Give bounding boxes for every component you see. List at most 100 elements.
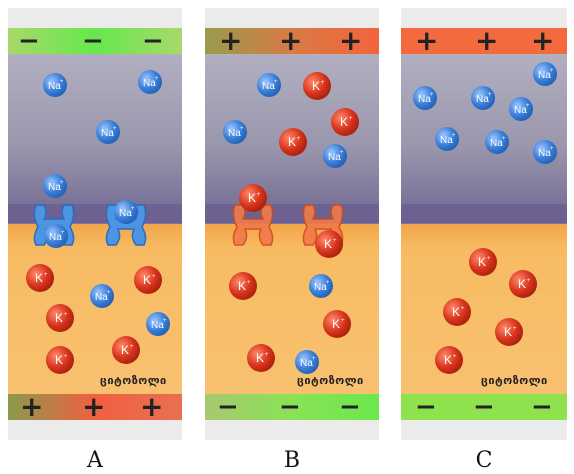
- ion-charge-mark: +: [247, 280, 251, 286]
- sodium-ion-sphere: [114, 200, 138, 224]
- sodium-ion: Na +: [257, 73, 281, 97]
- sodium-ion-sphere: [413, 86, 437, 110]
- sodium-ion-sphere: [309, 274, 333, 298]
- sodium-ion-sphere: [96, 120, 120, 144]
- extracellular-space: [401, 28, 567, 223]
- plus-sign: +: [531, 24, 555, 57]
- minus-sign: −: [531, 392, 553, 422]
- potassium-ion-sphere: [443, 298, 471, 326]
- potassium-ion-sphere: [46, 346, 74, 374]
- ion-charge-mark: +: [550, 146, 554, 152]
- potassium-ion: K +: [247, 344, 275, 372]
- panel-b-caption: B: [283, 448, 301, 473]
- potassium-ion-label: K: [478, 255, 486, 269]
- sodium-ion-label: Na: [328, 152, 341, 163]
- ion-charge-mark: +: [130, 344, 134, 350]
- extracellular-space: [8, 28, 182, 223]
- potassium-ion: K +: [331, 108, 359, 136]
- sodium-ion: Na +: [309, 274, 333, 298]
- potassium-ion: K +: [112, 336, 140, 364]
- potassium-ion-label: K: [340, 115, 348, 129]
- potassium-ion-label: K: [248, 191, 256, 205]
- plus-sign: +: [339, 24, 363, 57]
- ion-charge-mark: +: [274, 79, 278, 85]
- ion-charge-mark: +: [312, 356, 316, 362]
- ion-charge-mark: +: [430, 92, 434, 98]
- top-charge-strip: [8, 28, 182, 54]
- ion-charge-mark: +: [297, 136, 301, 142]
- panel-c-graphic: Na +Na + Na +Na +Na +Na +Na +K +K +K +K +K +: [401, 8, 567, 440]
- ion-charge-mark: +: [265, 352, 269, 358]
- sodium-ion-label: Na: [48, 182, 61, 193]
- ion-charge-mark: +: [155, 76, 159, 82]
- potassium-ion-sphere: [134, 266, 162, 294]
- panel-c-caption: C: [475, 448, 493, 473]
- potassium-ion-label: K: [444, 353, 452, 367]
- sodium-ion-sphere: [533, 62, 557, 86]
- sodium-ion: Na +: [43, 174, 67, 198]
- ion-charge-mark: +: [257, 192, 261, 198]
- ion-charge-mark: +: [527, 278, 531, 284]
- sodium-ion: Na +: [223, 120, 247, 144]
- ion-charge-mark: +: [113, 126, 117, 132]
- sodium-ion-sphere: [223, 120, 247, 144]
- sodium-ion: Na +: [90, 284, 114, 308]
- minus-sign: −: [339, 392, 361, 422]
- potassium-ion-sphere: [323, 310, 351, 338]
- sodium-ion-label: Na: [228, 128, 241, 139]
- minus-sign: −: [18, 26, 40, 56]
- sodium-ion-label: Na: [440, 135, 453, 146]
- ion-charge-mark: +: [152, 274, 156, 280]
- sodium-ion-label: Na: [514, 105, 527, 116]
- sodium-ion: Na +: [146, 312, 170, 336]
- sodium-ion-sphere: [257, 73, 281, 97]
- potassium-ion-sphere: [46, 304, 74, 332]
- ion-charge-mark: +: [349, 116, 353, 122]
- cytosol-label: ციტოზოლი: [297, 374, 364, 387]
- sodium-ion-sphere: [295, 350, 319, 374]
- potassium-ion-label: K: [312, 79, 320, 93]
- cytosol: [8, 224, 182, 396]
- potassium-ion: K +: [46, 346, 74, 374]
- top-charge-strip: [401, 28, 567, 54]
- sodium-ion-label: Na: [538, 148, 551, 159]
- minus-sign: −: [82, 26, 104, 56]
- minus-sign: −: [217, 392, 239, 422]
- sodium-ion: Na +: [96, 120, 120, 144]
- potassium-ion-sphere: [435, 346, 463, 374]
- sodium-ion-label: Na: [300, 358, 313, 369]
- cytosol-label: ციტოზოლი: [100, 374, 167, 387]
- sodium-ion-label: Na: [538, 70, 551, 81]
- plus-sign: +: [20, 390, 44, 423]
- potassium-ion-sphere: [112, 336, 140, 364]
- potassium-ion: K +: [279, 128, 307, 156]
- sodium-ion-label: Na: [101, 128, 114, 139]
- bottom-charge-strip: [401, 394, 567, 420]
- sodium-ion-sphere: [146, 312, 170, 336]
- sodium-ion-sphere: [509, 97, 533, 121]
- ion-charge-mark: +: [526, 103, 530, 109]
- panel-c: Na + Na + Na + Na + Na + Na + Na + K + K + K + K + K + ციტოზოლი…: [401, 8, 567, 440]
- sodium-ion-sphere: [43, 73, 67, 97]
- plus-sign: +: [475, 24, 499, 57]
- potassium-ion-label: K: [238, 279, 246, 293]
- sodium-ion-label: Na: [119, 208, 132, 219]
- plus-sign: +: [279, 24, 303, 57]
- sodium-ion-label: Na: [314, 282, 327, 293]
- sodium-ion-label: Na: [490, 138, 503, 149]
- potassium-ion: K +: [134, 266, 162, 294]
- panel-b-graphic: Na + K +Na +K +K +Na +K +K +K + Na +K +K +Na +: [205, 8, 379, 440]
- potassium-ion-label: K: [121, 343, 129, 357]
- potassium-ion-sphere: [303, 72, 331, 100]
- potassium-ion-sphere: [26, 264, 54, 292]
- cytosol: [205, 224, 379, 396]
- potassium-ion-label: K: [288, 135, 296, 149]
- panel-a-graphic: Na + Na +Na +Na +Na +Na +K + K +Na +K +Na +K + K +: [8, 8, 182, 440]
- sodium-ion: Na +: [138, 70, 162, 94]
- potassium-ion-sphere: [331, 108, 359, 136]
- potassium-ion-sphere: [495, 318, 523, 346]
- sodium-ion-sphere: [533, 140, 557, 164]
- ion-charge-mark: +: [453, 354, 457, 360]
- ion-charge-mark: +: [452, 133, 456, 139]
- sodium-ion-sphere: [323, 144, 347, 168]
